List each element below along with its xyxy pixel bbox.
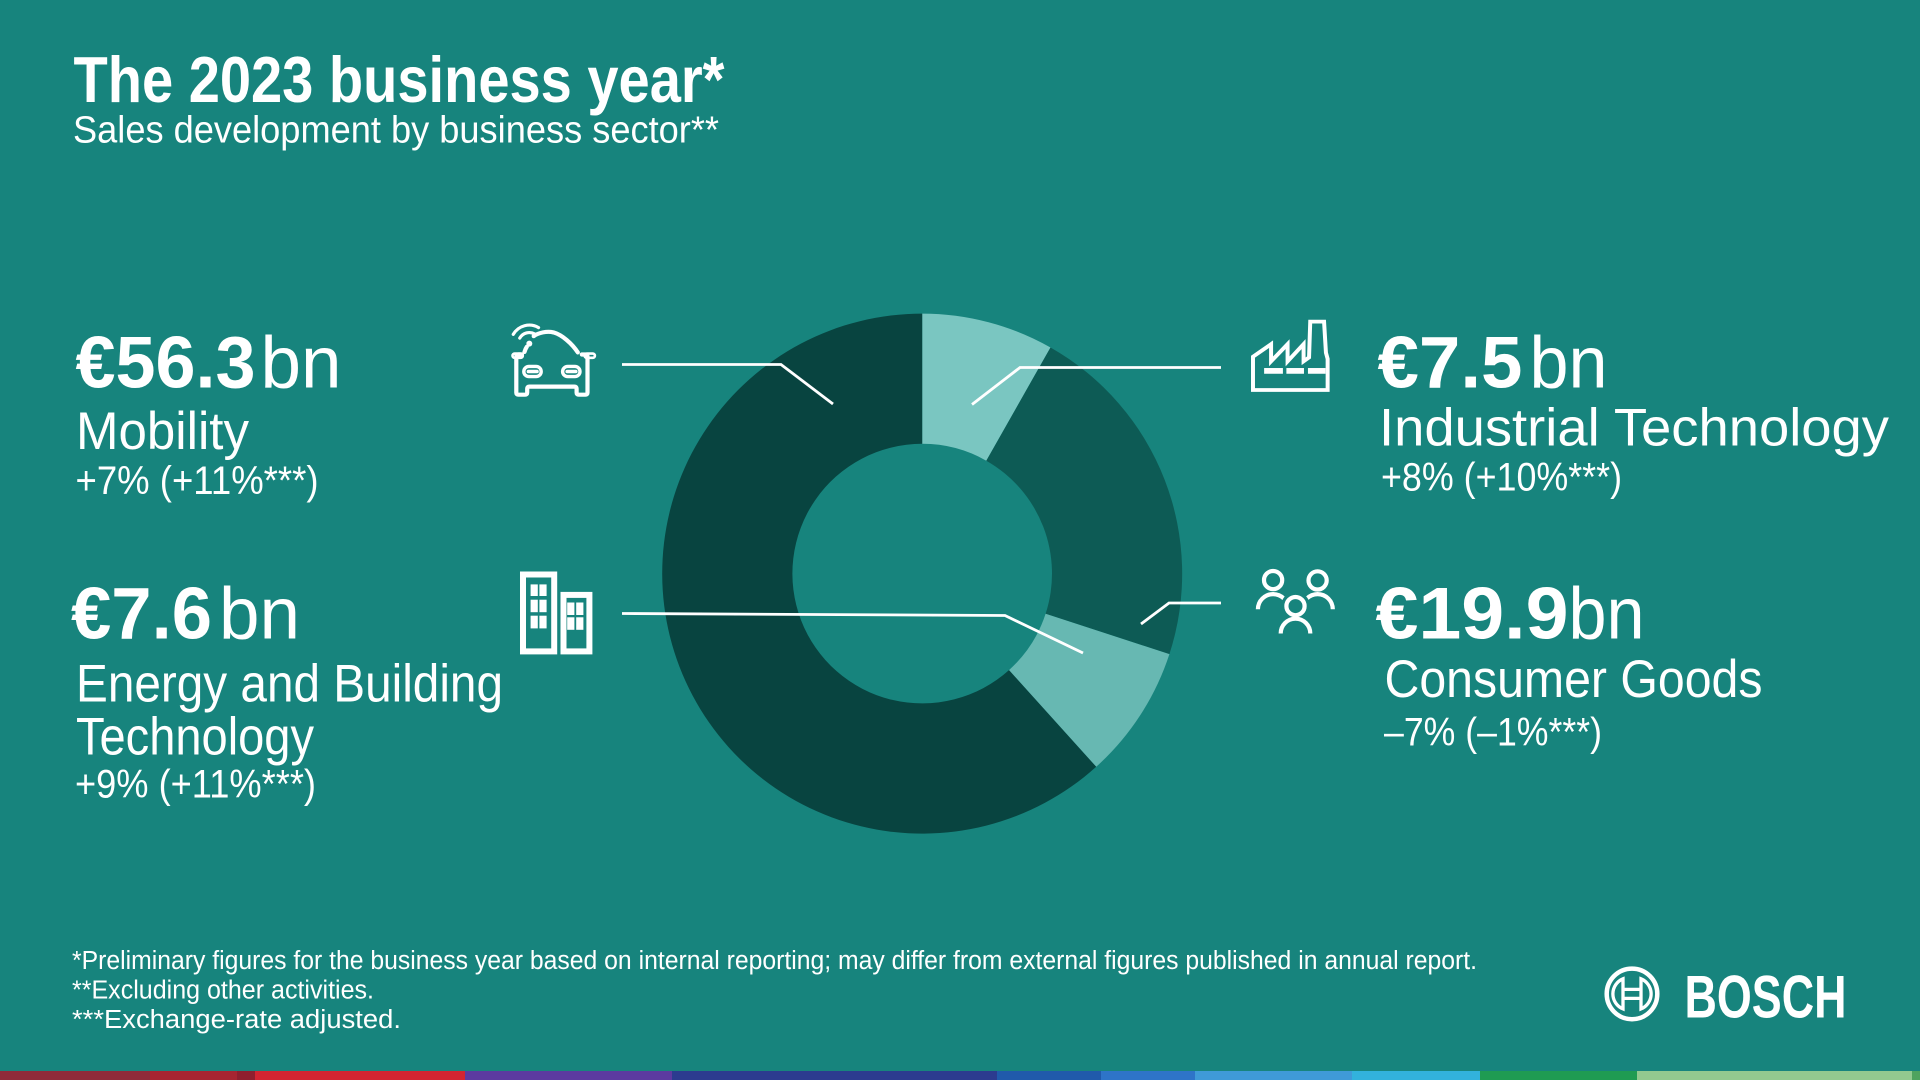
svg-text:€7.5: €7.5 [1378, 323, 1523, 404]
svg-text:+9% (+11%***): +9% (+11%***) [75, 763, 316, 807]
svg-text:bn: bn [219, 574, 300, 655]
svg-text:+7% (+11%***): +7% (+11%***) [76, 459, 319, 503]
svg-text:–7% (–1%***): –7% (–1%***) [1384, 711, 1602, 755]
svg-text:**Excluding other activities.: **Excluding other activities. [72, 977, 374, 1005]
svg-text:*Preliminary figures for the b: *Preliminary figures for the business ye… [72, 947, 1477, 975]
svg-text:Mobility: Mobility [76, 402, 249, 461]
svg-text:Technology: Technology [76, 708, 314, 767]
svg-text:€56.3: €56.3 [76, 323, 256, 404]
svg-text:Sales development by business: Sales development by business sector** [73, 109, 719, 151]
svg-text:bn: bn [261, 323, 342, 404]
svg-text:bn: bn [1530, 323, 1608, 404]
svg-text:+8% (+10%***): +8% (+10%***) [1381, 456, 1622, 500]
svg-text:Consumer Goods: Consumer Goods [1385, 650, 1763, 709]
svg-text:Industrial Technology: Industrial Technology [1379, 398, 1890, 457]
svg-text:BOSCH: BOSCH [1685, 963, 1847, 1030]
svg-text:The 2023 business year*: The 2023 business year* [74, 43, 726, 116]
svg-text:€7.6: €7.6 [71, 574, 212, 655]
svg-text:Energy and Building: Energy and Building [76, 655, 503, 714]
svg-text:***Exchange-rate adjusted.: ***Exchange-rate adjusted. [72, 1006, 401, 1034]
svg-text:€19.9: €19.9 [1376, 574, 1569, 655]
svg-text:bn: bn [1569, 574, 1645, 655]
